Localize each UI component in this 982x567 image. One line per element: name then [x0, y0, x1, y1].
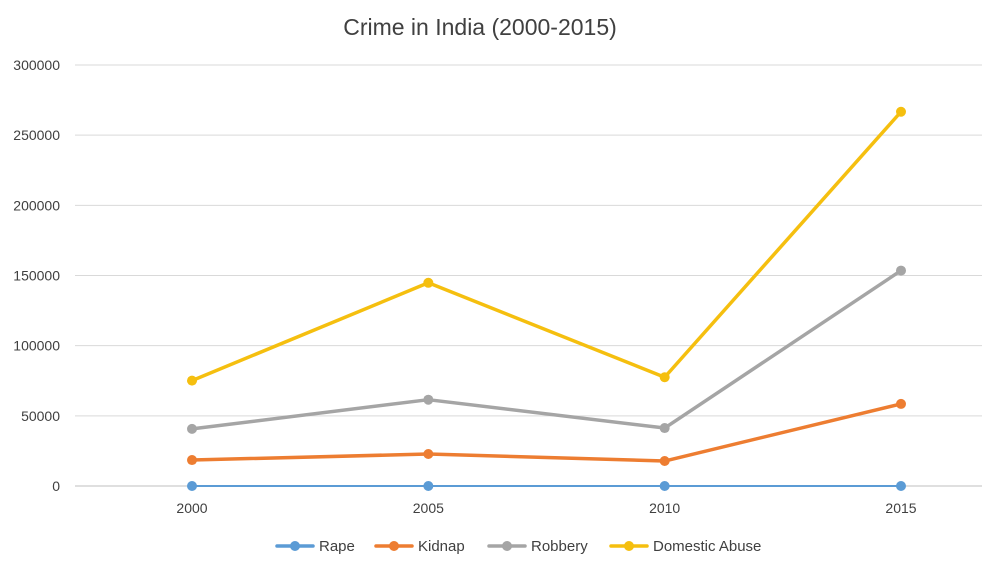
gridlines — [75, 64, 982, 487]
legend-marker-rape — [290, 541, 300, 551]
data-point-kidnap — [896, 398, 906, 409]
series-line-kidnap — [190, 402, 903, 463]
data-point-rape — [659, 481, 670, 491]
chart-title: Crime in India (2000-2015) — [343, 14, 617, 40]
x-tick-label: 2010 — [649, 500, 680, 516]
y-tick-label: 150000 — [13, 268, 60, 284]
data-point-domestic-abuse — [896, 106, 906, 117]
series-line-robbery — [190, 268, 903, 431]
data-point-domestic-abuse — [423, 277, 434, 288]
legend-item-robbery: Robbery — [487, 538, 588, 555]
series-domestic-abuse — [187, 106, 906, 386]
data-point-robbery — [187, 423, 197, 434]
legend-marker-kidnap — [389, 541, 399, 551]
legend-label-kidnap: Kidnap — [418, 538, 465, 555]
legend-label-rape: Rape — [319, 538, 355, 555]
data-point-domestic-abuse — [187, 375, 197, 386]
data-point-robbery — [423, 394, 434, 405]
legend: Rape Kidnap Robbery Domestic Abuse — [275, 538, 761, 555]
data-point-kidnap — [659, 456, 670, 467]
y-tick-label: 250000 — [13, 127, 60, 143]
legend-label-robbery: Robbery — [531, 538, 588, 555]
data-point-rape — [896, 481, 906, 491]
y-tick-label: 300000 — [13, 57, 60, 73]
data-point-robbery — [659, 423, 670, 434]
series-robbery — [187, 265, 906, 434]
x-tick-label: 2005 — [413, 500, 444, 516]
x-tick-label: 2015 — [885, 500, 916, 516]
legend-item-kidnap: Kidnap — [374, 538, 465, 555]
data-point-domestic-abuse — [659, 372, 670, 383]
data-point-kidnap — [187, 455, 197, 466]
legend-item-rape: Rape — [275, 538, 355, 555]
y-tick-label: 100000 — [13, 338, 60, 354]
data-point-kidnap — [423, 449, 434, 460]
legend-item-domestic-abuse: Domestic Abuse — [609, 538, 761, 555]
series-rape — [187, 481, 906, 491]
legend-label-domestic-abuse: Domestic Abuse — [653, 538, 761, 555]
legend-marker-domestic-abuse — [624, 541, 634, 551]
legend-marker-robbery — [502, 541, 512, 551]
y-tick-label: 50000 — [21, 408, 60, 424]
series-line-domestic-abuse — [190, 109, 903, 383]
y-axis-tick-labels: 0 50000 100000 150000 200000 250000 300000 — [13, 57, 60, 494]
x-axis-tick-labels: 2000 2005 2010 2015 — [176, 500, 916, 516]
series-kidnap — [187, 398, 906, 467]
y-tick-label: 200000 — [13, 197, 60, 213]
series-lines — [187, 106, 906, 491]
data-point-rape — [187, 481, 197, 491]
data-point-robbery — [896, 265, 906, 276]
x-tick-label: 2000 — [176, 500, 207, 516]
y-tick-label: 0 — [52, 478, 60, 494]
data-point-rape — [423, 481, 434, 491]
